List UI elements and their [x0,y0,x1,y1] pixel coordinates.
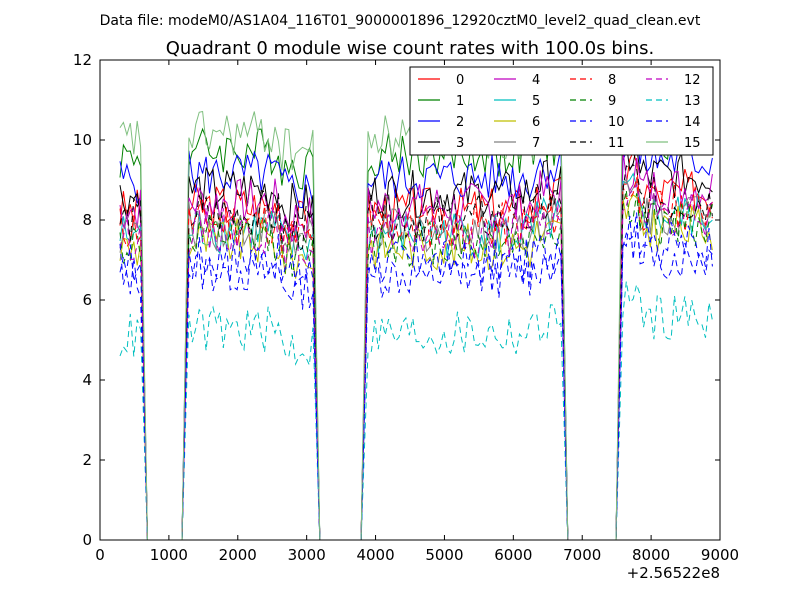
x-tick-label: 7000 [563,546,601,564]
series-line-14 [119,212,713,541]
x-tick-label: 3000 [288,546,326,564]
plot-lines [119,76,713,541]
series-line-7 [119,177,713,541]
series-line-10 [119,215,713,541]
series-line-13 [119,281,713,541]
legend-label: 0 [456,73,464,88]
legend-label: 2 [456,115,464,130]
x-tick-label: 1000 [150,546,188,564]
legend-label: 4 [532,73,540,88]
x-offset-label: +2.56522e8 [627,564,720,582]
x-axis: 0 1000 2000 3000 4000 5000 6000 7000 8000 9000 [95,60,739,564]
x-tick-label: 5000 [425,546,463,564]
x-tick-label: 9000 [701,546,739,564]
legend-label: 6 [532,115,540,130]
y-tick-label: 12 [73,51,92,69]
series-line-8 [119,177,713,541]
legend-box [409,66,714,156]
legend-label: 10 [608,115,625,130]
series-line-2 [119,128,713,541]
series-line-3 [119,132,713,541]
series-line-4 [119,148,713,541]
legend-label: 9 [608,94,616,109]
series-line-9 [119,190,713,541]
x-tick-label: 8000 [632,546,670,564]
x-tick-label: 2000 [219,546,257,564]
y-tick-label: 6 [82,291,92,309]
x-tick-label: 0 [95,546,105,564]
y-tick-label: 4 [82,371,92,389]
series-line-11 [119,163,713,541]
chart-suptitle: Data file: modeM0/AS1A04_116T01_90000018… [100,13,701,29]
legend-label: 15 [684,136,701,151]
legend-label: 5 [532,94,540,109]
y-tick-label: 2 [82,451,92,469]
legend-label: 1 [456,94,464,109]
x-tick-label: 4000 [356,546,394,564]
y-tick-label: 0 [82,531,92,549]
legend-label: 7 [532,136,540,151]
legend-label: 11 [608,136,625,151]
legend-label: 8 [608,73,616,88]
y-tick-label: 10 [73,131,92,149]
legend-label: 12 [684,73,701,88]
chart-title: Quadrant 0 module wise count rates with … [166,38,655,59]
legend-label: 14 [684,115,701,130]
x-tick-label: 6000 [494,546,532,564]
legend-label: 3 [456,136,464,151]
legend-label: 13 [684,94,701,109]
y-tick-label: 8 [82,211,92,229]
series-line-12 [119,183,713,541]
